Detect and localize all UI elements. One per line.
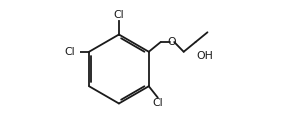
Text: OH: OH: [196, 51, 213, 61]
Text: O: O: [168, 37, 176, 47]
Text: Cl: Cl: [152, 98, 163, 108]
Text: Cl: Cl: [64, 47, 75, 57]
Text: Cl: Cl: [114, 10, 124, 20]
